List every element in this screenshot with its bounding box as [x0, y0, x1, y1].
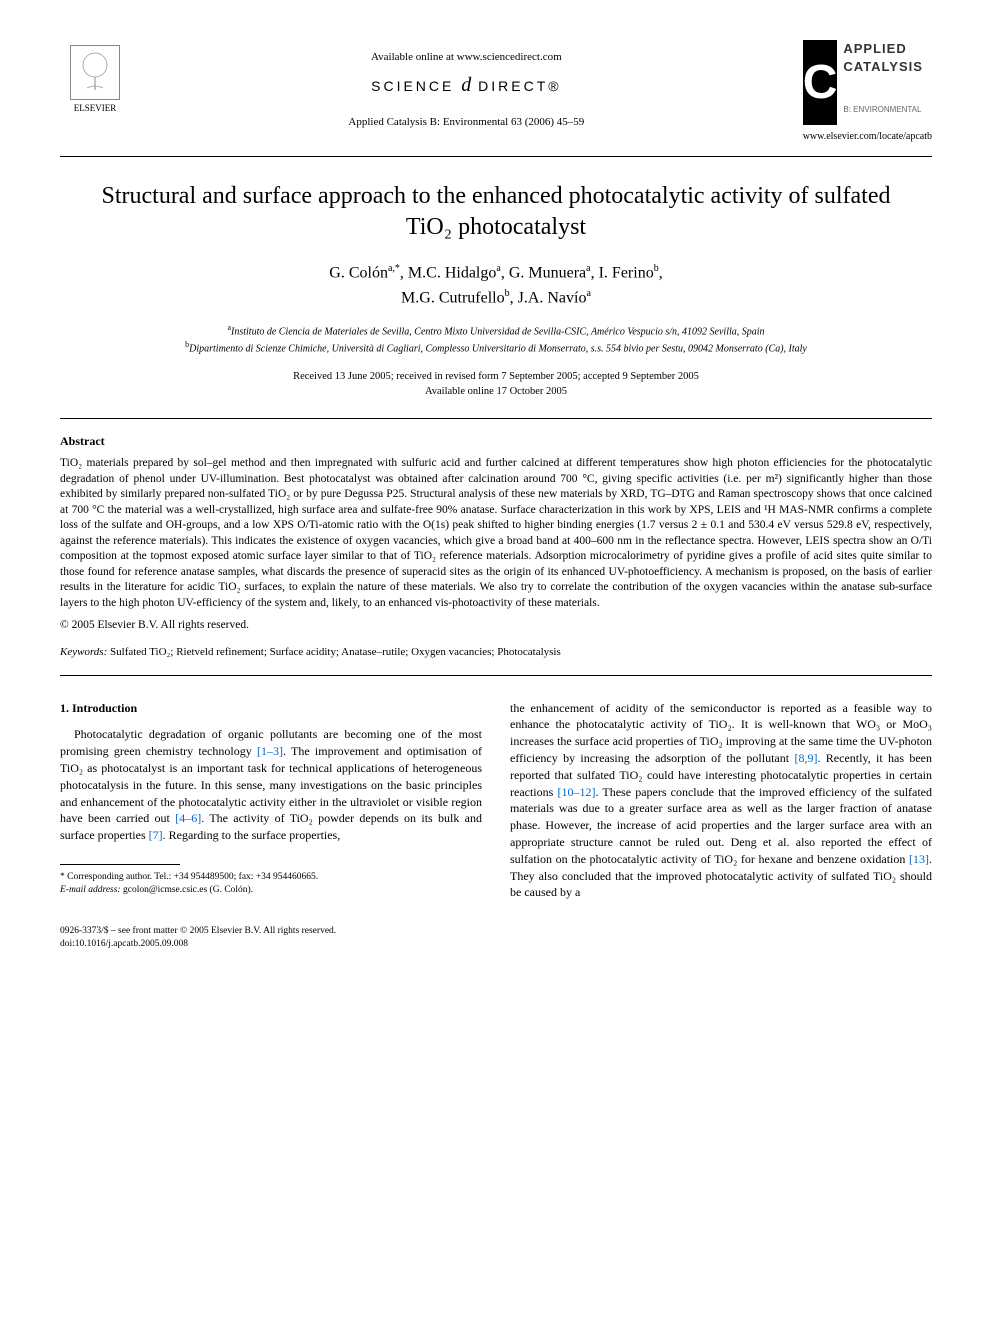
- available-online-text: Available online at www.sciencedirect.co…: [130, 50, 803, 65]
- elsevier-tree-icon: [70, 45, 120, 100]
- ref-link-7[interactable]: [7]: [149, 828, 163, 842]
- intro-para-1-cont: the enhancement of acidity of the semico…: [510, 700, 932, 902]
- center-header: Available online at www.sciencedirect.co…: [130, 40, 803, 131]
- journal-logo-catalysis: CATALYSIS: [843, 58, 923, 76]
- journal-logo: C APPLIED CATALYSIS B: ENVIRONMENTAL: [803, 40, 913, 130]
- intro-para-1: Photocatalytic degradation of organic po…: [60, 726, 482, 844]
- column-right: the enhancement of acidity of the semico…: [510, 700, 932, 902]
- ref-link-1-3[interactable]: [1–3]: [257, 744, 283, 758]
- keywords-label: Keywords:: [60, 646, 107, 658]
- intro-heading: 1. Introduction: [60, 700, 482, 717]
- footnote-email-line: E-mail address: gcolon@icmse.csic.es (G.…: [60, 884, 482, 897]
- sciencedirect-at-icon: d: [461, 74, 471, 96]
- ref-link-4-6[interactable]: [4–6]: [175, 811, 201, 825]
- ref-link-13[interactable]: [13]: [909, 852, 929, 866]
- footer-doi: doi:10.1016/j.apcatb.2005.09.008: [60, 938, 932, 951]
- journal-logo-block: C APPLIED CATALYSIS B: ENVIRONMENTAL www…: [803, 40, 932, 148]
- footnote-email-label: E-mail address:: [60, 885, 121, 895]
- keywords-text: Sulfated TiO₂; Rietveld refinement; Surf…: [110, 646, 561, 658]
- article-dates: Received 13 June 2005; received in revis…: [60, 369, 932, 401]
- article-title: Structural and surface approach to the e…: [100, 181, 892, 243]
- abstract-text: TiO₂ materials prepared by sol–gel metho…: [60, 456, 932, 611]
- footnote-email: gcolon@icmse.csic.es (G. Colón).: [123, 885, 253, 895]
- affiliations: aInstituto de Ciencia de Materiales de S…: [60, 322, 932, 357]
- author-3: , G. Munuera: [501, 265, 586, 282]
- body-columns: 1. Introduction Photocatalytic degradati…: [60, 700, 932, 902]
- journal-reference: Applied Catalysis B: Environmental 63 (2…: [130, 115, 803, 130]
- header-rule: [60, 156, 932, 157]
- author-4-affil: b: [654, 263, 659, 274]
- intro-text-1d: . Regarding to the surface properties,: [163, 828, 341, 842]
- abstract-heading: Abstract: [60, 433, 932, 450]
- dates-received: Received 13 June 2005; received in revis…: [293, 371, 699, 382]
- elsevier-logo: ELSEVIER: [60, 40, 130, 120]
- journal-logo-text: APPLIED CATALYSIS B: ENVIRONMENTAL: [837, 40, 923, 116]
- author-6-affil: a: [586, 288, 590, 299]
- abstract-top-rule: [60, 418, 932, 419]
- journal-logo-c-icon: C: [803, 40, 838, 125]
- author-1: G. Colón: [329, 265, 388, 282]
- author-2: , M.C. Hidalgo: [400, 265, 496, 282]
- author-5: M.G. Cutrufello: [401, 289, 505, 306]
- sciencedirect-suffix: DIRECT®: [478, 78, 561, 94]
- author-4: , I. Ferino: [591, 265, 654, 282]
- sciencedirect-prefix: SCIENCE: [371, 78, 454, 94]
- sciencedirect-logo: SCIENCE d DIRECT®: [130, 71, 803, 99]
- ref-link-8-9[interactable]: [8,9]: [794, 751, 817, 765]
- abstract-bottom-rule: [60, 675, 932, 676]
- footer-line1: 0926-3373/$ – see front matter © 2005 El…: [60, 925, 932, 938]
- affil-a: Instituto de Ciencia de Materiales de Se…: [231, 326, 765, 337]
- authors: G. Colóna,*, M.C. Hidalgoa, G. Munueraa,…: [60, 261, 932, 310]
- elsevier-label: ELSEVIER: [74, 102, 117, 115]
- footnote-corresponding: * Corresponding author. Tel.: +34 954489…: [60, 871, 482, 884]
- journal-logo-subtitle: B: ENVIRONMENTAL: [843, 104, 923, 115]
- ref-link-10-12[interactable]: [10–12]: [557, 785, 595, 799]
- keywords: Keywords: Sulfated TiO₂; Rietveld refine…: [60, 645, 932, 660]
- footnote-block: * Corresponding author. Tel.: +34 954489…: [60, 871, 482, 898]
- abstract-copyright: © 2005 Elsevier B.V. All rights reserved…: [60, 617, 932, 633]
- header-logos: ELSEVIER Available online at www.science…: [60, 40, 932, 148]
- journal-logo-applied: APPLIED: [843, 40, 923, 58]
- author-6: , J.A. Navío: [510, 289, 587, 306]
- journal-url: www.elsevier.com/locate/apcatb: [803, 130, 932, 144]
- page-footer: 0926-3373/$ – see front matter © 2005 El…: [60, 925, 932, 952]
- dates-online: Available online 17 October 2005: [425, 386, 567, 397]
- author-1-affil: a,: [388, 263, 395, 274]
- column-left: 1. Introduction Photocatalytic degradati…: [60, 700, 482, 902]
- footnote-rule: [60, 864, 180, 865]
- affil-b: Dipartimento di Scienze Chimiche, Univer…: [189, 344, 807, 355]
